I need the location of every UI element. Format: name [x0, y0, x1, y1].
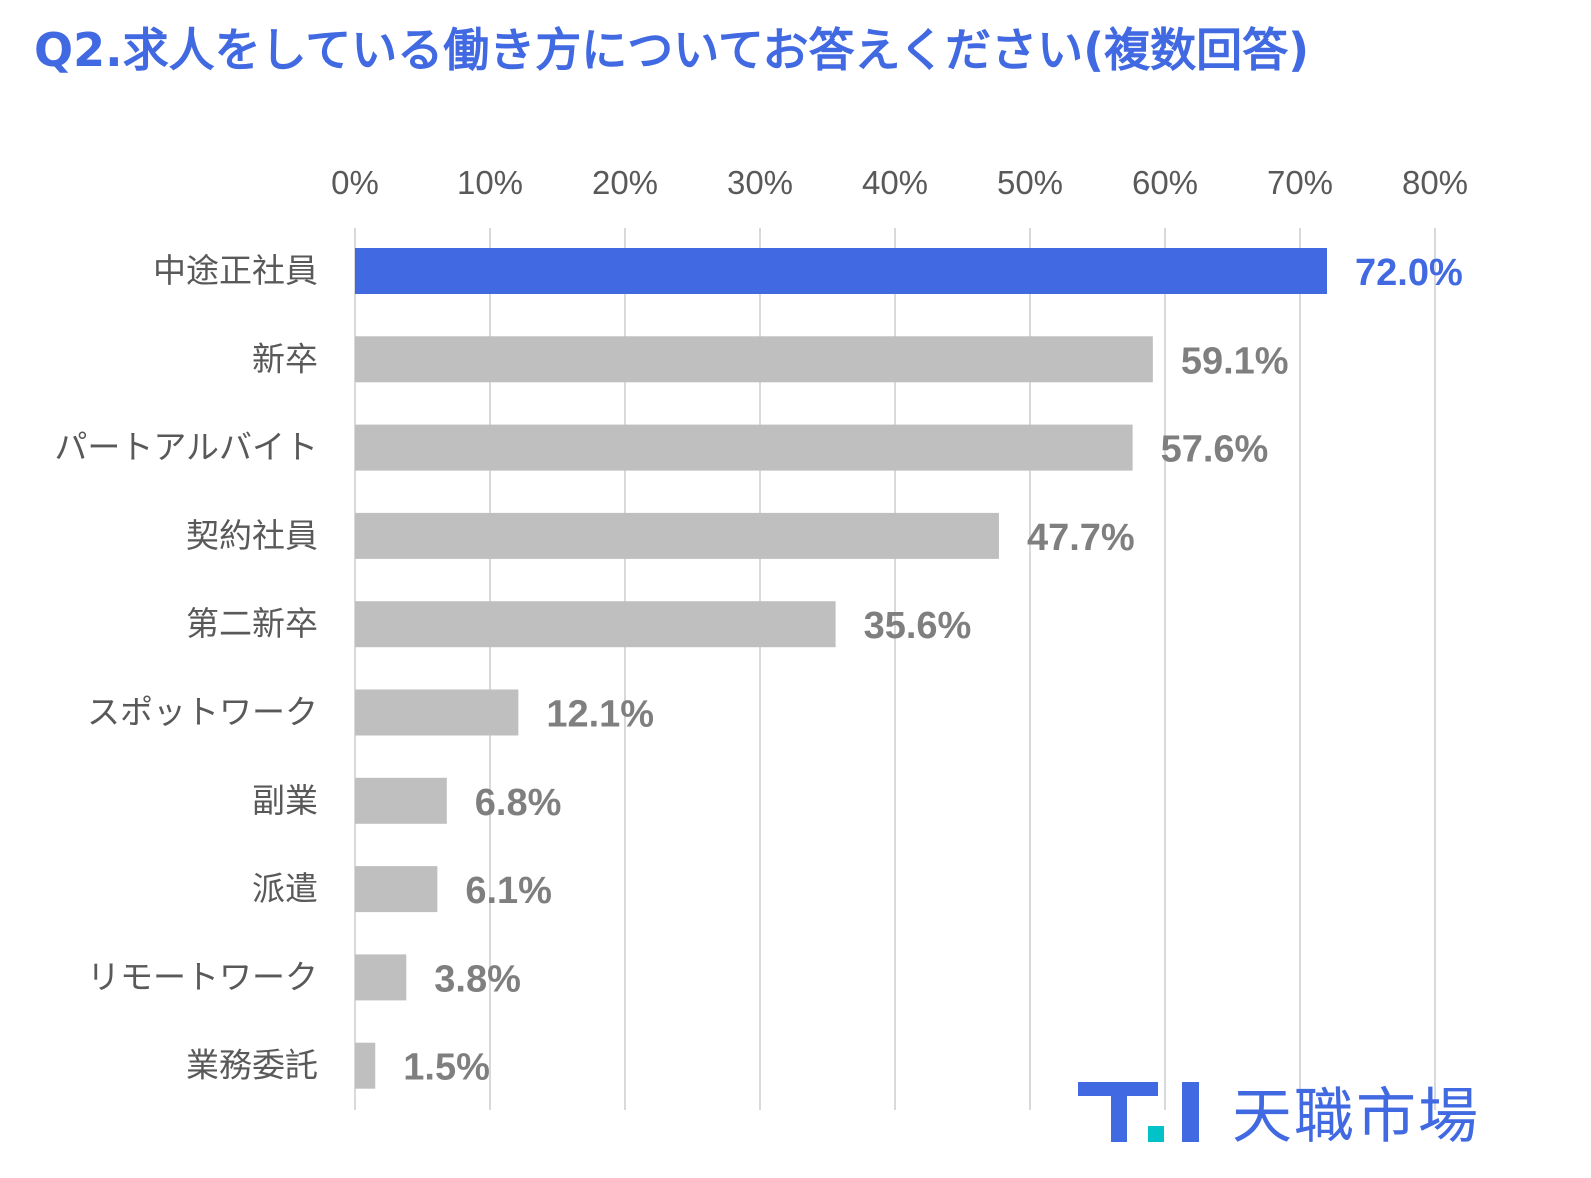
category-label: 新卒 [252, 339, 318, 378]
bar [355, 512, 999, 559]
brand-logo: 天職市場 [1078, 1068, 1480, 1155]
x-tick-label: 40% [862, 164, 928, 201]
value-label: 57.6% [1161, 429, 1269, 471]
category-label: 契約社員 [186, 516, 318, 555]
bar [355, 866, 438, 913]
x-tick-label: 0% [331, 164, 379, 201]
value-label: 6.8% [475, 782, 562, 824]
value-label: 3.8% [434, 958, 521, 1000]
x-tick-label: 30% [727, 164, 793, 201]
category-label: リモートワーク [87, 957, 318, 996]
brand-name: 天職市場 [1232, 1082, 1480, 1152]
bar [355, 336, 1153, 383]
category-label: パートアルバイト [54, 428, 318, 467]
category-label: 中途正社員 [153, 251, 318, 290]
category-label: 業務委託 [186, 1046, 318, 1085]
x-tick-label: 50% [997, 164, 1063, 201]
category-label: スポットワーク [87, 693, 318, 732]
category-label: 派遣 [252, 869, 318, 908]
value-label: 72.0% [1355, 252, 1463, 294]
value-label: 1.5% [403, 1047, 490, 1089]
bar [355, 689, 519, 736]
bar [355, 424, 1133, 471]
x-tick-label: 10% [457, 164, 523, 201]
chart-title: Q2.求人をしている働き方についてお答えください(複数回答) [34, 23, 1310, 77]
x-tick-label: 80% [1402, 164, 1468, 201]
bar [355, 248, 1327, 294]
value-label: 59.1% [1181, 340, 1289, 382]
ti-logo-icon [1078, 1081, 1199, 1142]
value-label: 12.1% [546, 694, 654, 736]
bar [355, 777, 447, 824]
x-tick-label: 70% [1267, 164, 1333, 201]
category-label: 副業 [252, 781, 318, 820]
value-label: 47.7% [1027, 517, 1135, 559]
value-label: 6.1% [465, 870, 552, 912]
value-label: 35.6% [864, 605, 972, 647]
x-tick-label: 60% [1132, 164, 1198, 201]
bar [355, 1042, 376, 1089]
bar [355, 954, 407, 1001]
x-tick-label: 20% [592, 164, 658, 201]
bar [355, 601, 836, 648]
category-label: 第二新卒 [186, 604, 318, 643]
